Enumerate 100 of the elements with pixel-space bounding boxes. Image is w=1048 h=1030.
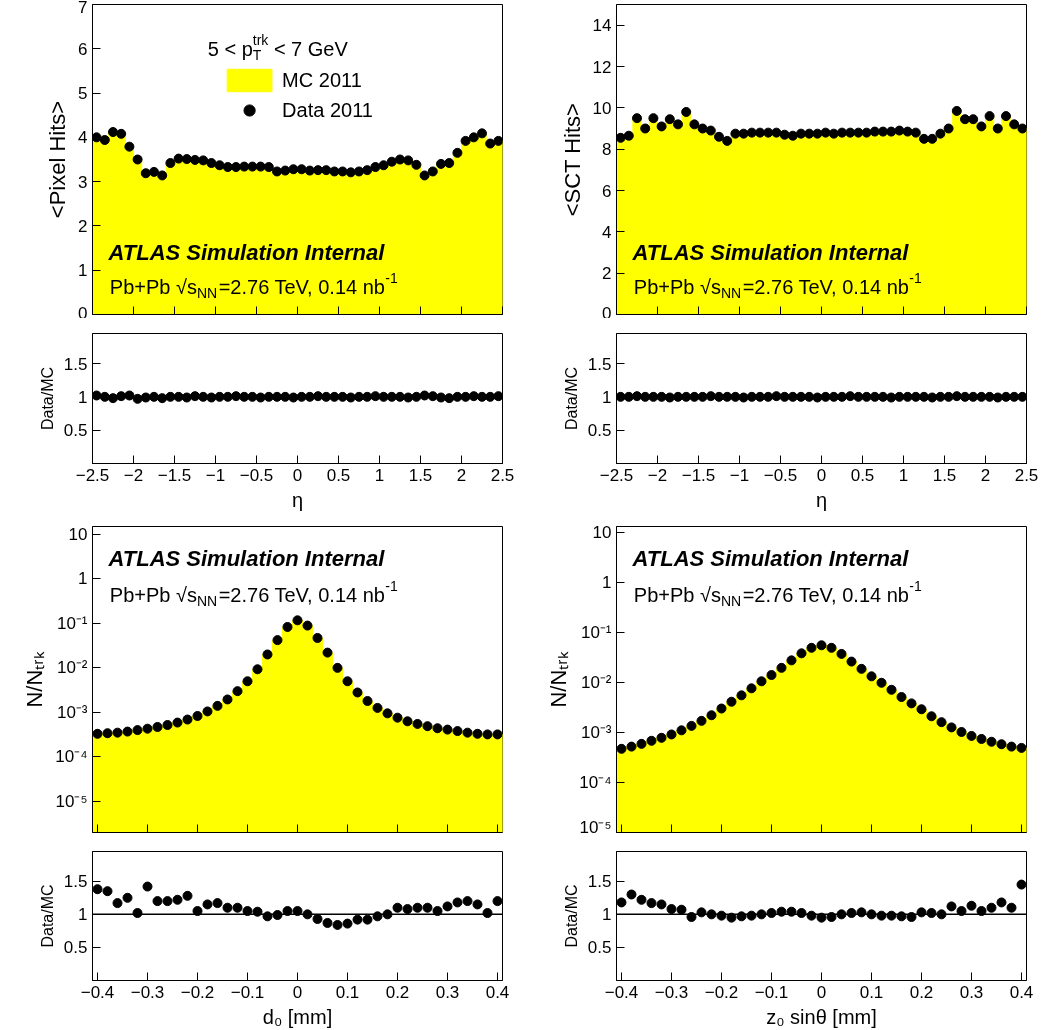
y-tick-label: 1 [78,905,88,925]
y-tick-label: 10 [68,524,88,544]
x-tick-label: −2 [123,465,144,485]
x-tick-label: 0.2 [909,982,934,1002]
x-tick-label: 0.4 [1009,982,1034,1002]
y-tick-label: 6 [78,39,88,59]
y-tick-label: 1 [602,572,612,592]
x-tick-label: −1.5 [681,465,716,485]
x-tick-label: −1 [729,465,750,485]
y-tick-label: 1.5 [63,872,88,892]
x-tick-label: 2 [980,465,991,485]
y-tick-label: 1 [78,387,88,407]
y-tick-label: 10⁻² [56,658,88,678]
annotation: ATLAS Simulation Internal [631,240,910,265]
y-tick-label: 6 [602,181,612,201]
annotation: ATLAS Simulation Internal [631,546,910,571]
x-tick-label: −1.5 [157,465,192,485]
y-tick-label: 10⁻³ [580,722,612,742]
y-tick-label: 5 [78,84,88,104]
y-tick-label: 0 [602,303,612,323]
y-tick-label: 14 [592,16,612,36]
x-tick-label: −2.5 [75,465,110,485]
y-tick-label: 1.5 [587,354,612,374]
y-tick-label: 1 [602,387,612,407]
x-tick-label: 0 [292,465,303,485]
x-axis-title: d₀ [mm] [262,1005,333,1028]
y-tick-label: 10⁻⁴ [55,747,88,767]
y-axis-title: Data/MC [38,366,56,431]
x-axis-title: η [291,488,304,511]
y-tick-label: 4 [602,222,612,242]
y-tick-label: 10⁻¹ [56,613,88,633]
x-tick-label: −0.5 [763,465,798,485]
x-tick-label: 0.2 [385,982,410,1002]
x-tick-label: 1.5 [932,465,957,485]
x-tick-label: 2 [456,465,467,485]
y-tick-label: 3 [78,172,88,192]
x-tick-label: 0.1 [335,982,360,1002]
y-axis-title: Data/MC [38,884,56,948]
x-tick-label: 0.3 [435,982,460,1002]
y-tick-label: 0 [78,303,88,323]
x-tick-label: 0 [816,465,827,485]
y-axis-title: Data/MC [562,366,580,431]
y-tick-label: 10⁻³ [56,702,88,722]
y-tick-label: 10⁻⁵ [55,791,88,811]
x-tick-label: −0.3 [654,982,689,1002]
x-tick-label: 0.1 [859,982,884,1002]
y-tick-label: 2 [602,264,612,284]
x-tick-label: 0.3 [959,982,984,1002]
y-tick-label: 8 [602,140,612,160]
y-axis-title: N/Nₜᵣₖ [22,651,48,708]
x-tick-label: 2.5 [1014,465,1039,485]
x-axis-title: η [815,488,828,511]
x-tick-label: 0.5 [326,465,351,485]
y-axis-title: Data/MC [562,884,580,948]
y-tick-label: 1.5 [63,354,88,374]
x-tick-label: −0.1 [754,982,789,1002]
y-tick-label: 10⁻² [580,672,612,692]
x-tick-label: −0.5 [239,465,274,485]
x-tick-label: −0.4 [604,982,639,1002]
x-tick-label: −0.2 [704,982,739,1002]
x-tick-label: −0.2 [180,982,215,1002]
y-axis-title: N/Nₜᵣₖ [546,651,572,708]
y-tick-label: 1 [602,905,612,925]
x-tick-label: 0.4 [485,982,510,1002]
x-tick-label: 1 [374,465,385,485]
x-tick-label: 0 [292,982,303,1002]
y-tick-label: 1 [78,569,88,589]
x-tick-label: −0.1 [230,982,265,1002]
y-tick-label: 10 [592,522,612,542]
y-tick-label: 1 [78,261,88,281]
y-tick-label: 10⁻¹ [580,622,612,642]
x-tick-label: 1 [898,465,909,485]
y-tick-label: 0.5 [587,421,612,441]
y-tick-label: 0.5 [587,938,612,958]
annotation: ATLAS Simulation Internal [107,240,386,265]
x-axis-title: z₀ sinθ [mm] [766,1005,877,1028]
x-tick-label: −1 [205,465,226,485]
x-tick-label: 1.5 [408,465,433,485]
x-tick-label: 0 [816,982,827,1002]
x-tick-label: −0.3 [130,982,165,1002]
legend-label: Data 2011 [282,98,373,122]
x-tick-label: −0.4 [80,982,115,1002]
x-tick-label: −2.5 [599,465,634,485]
y-tick-label: 7 [78,0,88,17]
y-tick-label: 4 [78,128,88,148]
y-tick-label: 10⁻⁵ [579,817,612,837]
y-tick-label: 12 [592,57,612,77]
x-tick-label: 0.5 [850,465,875,485]
y-tick-label: 1.5 [587,872,612,892]
y-tick-label: 2 [78,216,88,236]
y-tick-label: 10 [592,98,612,118]
y-axis-title: <Pixel Hits> [45,100,71,219]
x-tick-label: −2 [647,465,668,485]
y-tick-label: 0.5 [63,938,88,958]
x-tick-label: 2.5 [490,465,515,485]
y-tick-label: 0.5 [63,421,88,441]
legend-label: MC 2011 [282,68,362,92]
y-tick-label: 10⁻⁴ [579,772,612,792]
annotation: ATLAS Simulation Internal [107,546,386,571]
y-axis-title: <SCT Hits> [559,103,585,217]
